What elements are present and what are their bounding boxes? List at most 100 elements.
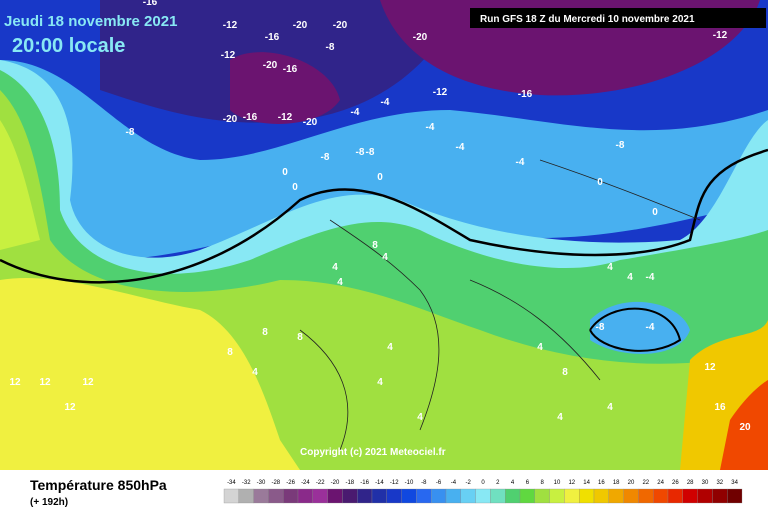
legend-label: -18 — [345, 480, 354, 486]
contour-label: 4 — [607, 262, 613, 273]
map-background — [0, 0, 768, 470]
contour-label: 12 — [704, 362, 716, 373]
legend-label: 34 — [731, 480, 738, 486]
contour-label: -8 — [366, 147, 375, 158]
contour-label: 4 — [607, 402, 613, 413]
legend-swatch — [386, 488, 402, 504]
legend-swatch — [727, 488, 743, 504]
contour-label: -4 — [646, 322, 655, 333]
legend-swatch — [623, 488, 639, 504]
legend-label: -8 — [421, 480, 427, 486]
footer-lead: (+ 192h) — [30, 497, 68, 508]
legend-label: 26 — [672, 480, 679, 486]
legend-label: -22 — [316, 480, 325, 486]
legend-label: -32 — [242, 480, 251, 486]
contour-label: -4 — [646, 272, 655, 283]
legend-swatch — [312, 488, 328, 504]
contour-label: 4 — [417, 412, 423, 423]
contour-label: 0 — [652, 207, 658, 218]
legend-swatch — [697, 488, 713, 504]
contour-label: 4 — [377, 377, 383, 388]
contour-label: 8 — [227, 347, 233, 358]
contour-label: 0 — [282, 167, 288, 178]
contour-label: -12 — [433, 87, 448, 98]
legend-swatch — [460, 488, 476, 504]
legend-swatch — [238, 488, 254, 504]
legend-swatch — [268, 488, 284, 504]
map-time: 20:00 locale — [12, 35, 125, 57]
legend-swatch — [593, 488, 609, 504]
contour-label: 4 — [332, 262, 338, 273]
contour-label: 8 — [262, 327, 268, 338]
legend-swatch — [667, 488, 683, 504]
contour-label: -4 — [351, 107, 360, 118]
legend-swatch — [416, 488, 432, 504]
legend-label: -16 — [360, 480, 369, 486]
legend-swatch — [327, 488, 343, 504]
contour-label: -8 — [321, 152, 330, 163]
legend-swatch — [297, 488, 313, 504]
legend-label: 20 — [628, 480, 635, 486]
legend-swatch — [342, 488, 358, 504]
legend-label: 14 — [583, 480, 590, 486]
legend-swatch — [519, 488, 535, 504]
legend-swatch — [401, 488, 417, 504]
contour-label: -4 — [426, 122, 435, 133]
legend-swatch — [712, 488, 728, 504]
legend-label: -2 — [466, 480, 472, 486]
legend-swatch — [505, 488, 521, 504]
contour-label: 8 — [562, 367, 568, 378]
contour-label: -8 — [326, 42, 335, 53]
run-box — [470, 8, 766, 28]
footer-title: Température 850hPa — [30, 477, 167, 493]
contour-label: -8 — [616, 140, 625, 151]
legend: -34 -32 -30 -28 -26 -24 -22 -20 -18 -16 -14 -12 -10-… — [223, 480, 743, 504]
contour-label: 0 — [377, 172, 383, 183]
legend-label: 6 — [526, 480, 530, 486]
legend-swatch — [490, 488, 506, 504]
legend-label: -30 — [257, 480, 266, 486]
contour-label: -12 — [223, 20, 238, 31]
legend-swatch — [564, 488, 580, 504]
contour-label: 8 — [297, 332, 303, 343]
legend-label: 32 — [716, 480, 723, 486]
contour-label: 4 — [627, 272, 633, 283]
contour-label: -16 — [143, 0, 158, 8]
legend-label: 8 — [541, 480, 545, 486]
contour-label: 12 — [9, 377, 21, 388]
legend-label: 12 — [568, 480, 575, 486]
contour-label: 12 — [82, 377, 94, 388]
contour-label: -8 — [126, 127, 135, 138]
legend-label: 24 — [657, 480, 664, 486]
contour-label: 4 — [557, 412, 563, 423]
contour-label: 0 — [292, 182, 298, 193]
legend-swatch — [445, 488, 461, 504]
contour-label: 4 — [382, 252, 388, 263]
legend-swatch — [283, 488, 299, 504]
legend-swatch — [549, 488, 565, 504]
contour-label: 0 — [597, 177, 603, 188]
legend-swatch — [253, 488, 269, 504]
contour-label: 4 — [537, 342, 543, 353]
legend-label: 22 — [642, 480, 649, 486]
contour-label: -16 — [265, 32, 280, 43]
legend-label: -26 — [286, 480, 295, 486]
legend-swatch — [431, 488, 447, 504]
legend-label: 0 — [481, 480, 485, 486]
map-date: Jeudi 18 novembre 2021 — [4, 13, 177, 30]
contour-label: 4 — [252, 367, 258, 378]
contour-label: 16 — [714, 402, 726, 413]
contour-label: -8 — [356, 147, 365, 158]
contour-label: -12 — [713, 30, 728, 41]
contour-label: -8 — [596, 322, 605, 333]
legend-swatch — [371, 488, 387, 504]
legend-label: 4 — [511, 480, 515, 486]
contour-label: -12 — [278, 112, 293, 123]
contour-label: 4 — [387, 342, 393, 353]
legend-swatch — [357, 488, 373, 504]
contour-label: -20 — [413, 32, 428, 43]
contour-label: -20 — [333, 20, 348, 31]
contour-label: -16 — [518, 89, 533, 100]
copyright: Copyright (c) 2021 Meteociel.fr — [300, 447, 446, 458]
